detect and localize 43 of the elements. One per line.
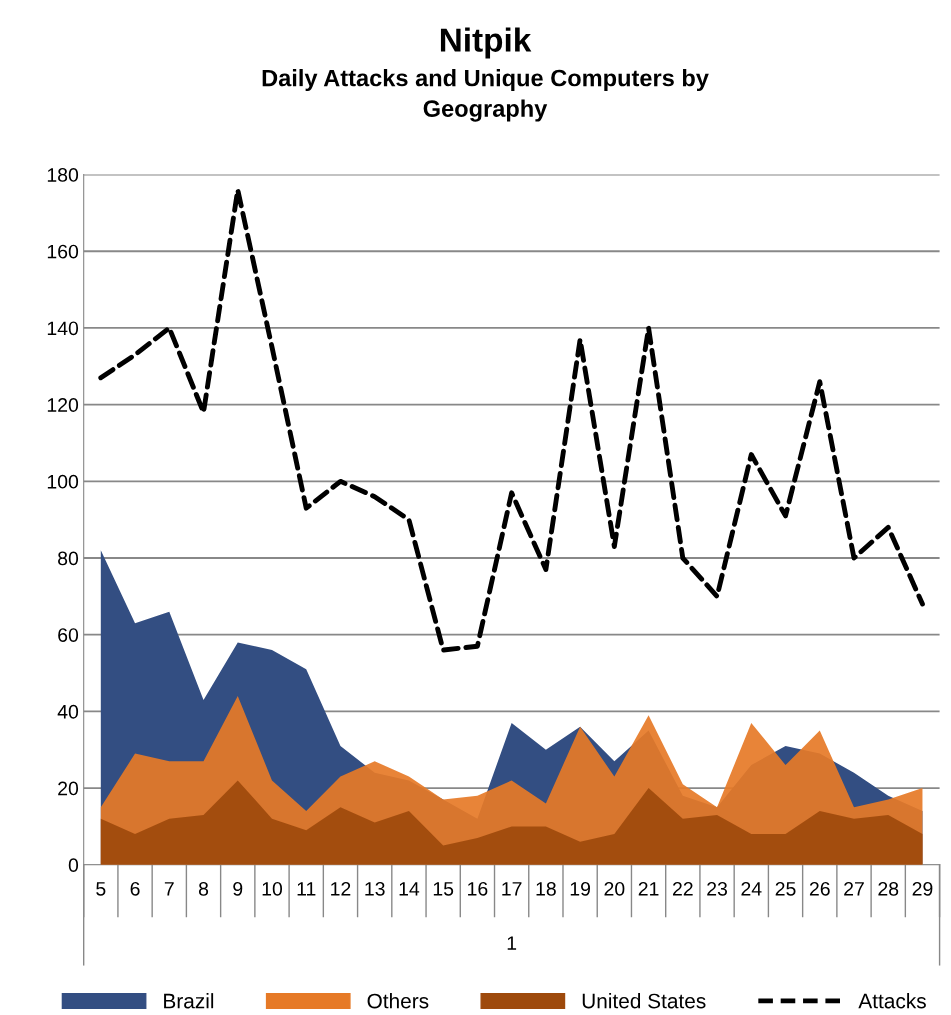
x-tick-label: 9 [233,881,243,896]
y-tick-label: 180 [47,168,79,182]
chart-subtitle: Daily Attacks and Unique Computers by Geography [262,69,709,122]
y-tick-label: 40 [57,704,79,719]
x-tick-label: 26 [809,881,830,896]
x-tick-label: 11 [297,882,316,896]
y-tick-label: 80 [58,551,79,566]
y-tick-label: 20 [58,781,79,796]
x-tick-label: 27 [844,881,864,896]
x-tick-label: 24 [741,881,762,896]
y-tick-label: 160 [47,244,79,259]
x-tick-label: 14 [399,882,420,896]
x-tick-label: 15 [433,882,454,896]
x-tick-label: 8 [198,881,209,896]
x-tick-label: 16 [468,881,488,896]
legend-label: Brazil [164,993,214,1009]
x-tick-label: 12 [331,881,351,896]
x-tick-label: 7 [164,882,174,896]
x-tick-label: 28 [878,881,899,896]
x-tick-label: 6 [130,881,140,896]
x-tick-label: 17 [502,882,522,896]
x-tick-label: 29 [912,881,933,896]
x-axis-title: 1 [507,936,517,950]
x-tick-label: 20 [604,881,625,896]
legend-label: Attacks [858,993,926,1009]
x-tick-label: 21 [638,881,659,896]
y-tick-label: 0 [68,858,79,873]
x-tick-label: 23 [707,881,728,896]
legend-label: United States [582,993,706,1009]
x-tick-label: 22 [672,881,693,896]
legend-label: Others [367,993,429,1009]
y-tick-label: 140 [47,321,79,336]
x-tick-label: 25 [775,881,796,896]
y-tick-label: 60 [58,628,79,642]
line-series [98,187,925,653]
y-tick-label: 100 [47,474,79,489]
x-tick-label: 13 [365,881,385,896]
x-tick-label: 10 [262,881,283,896]
chart-title: Nitpik [440,27,532,59]
y-tick-label: 120 [47,398,79,412]
x-tick-label: 18 [536,881,556,896]
x-tick-label: 5 [96,882,106,896]
x-tick-label: 19 [570,881,590,896]
